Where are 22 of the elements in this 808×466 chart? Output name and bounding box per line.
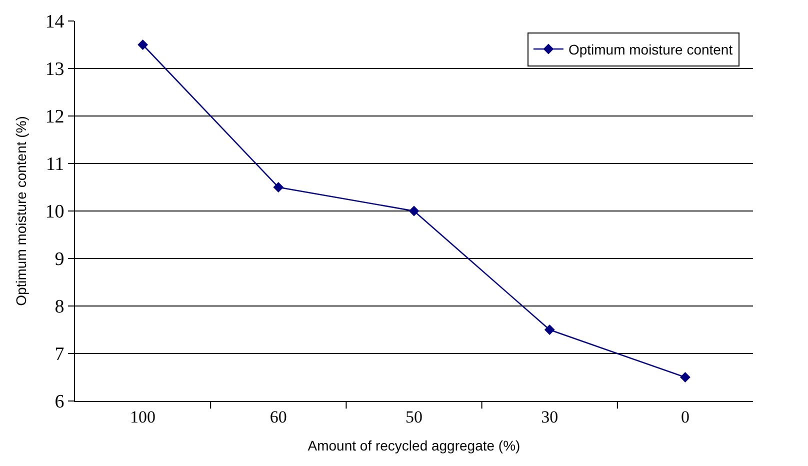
x-tick-label: 30 bbox=[541, 407, 558, 426]
legend-label: Optimum moisture content bbox=[568, 41, 733, 58]
x-tick-label: 100 bbox=[130, 407, 156, 426]
y-tick-label: 8 bbox=[54, 296, 64, 318]
y-tick-label: 10 bbox=[45, 202, 64, 223]
y-tick-label: 6 bbox=[54, 392, 64, 413]
x-tick-label: 0 bbox=[680, 407, 690, 426]
y-tick-label: 12 bbox=[45, 106, 64, 128]
y-tick-label: 14 bbox=[45, 12, 65, 33]
point bbox=[408, 206, 420, 216]
y-tick-label: 9 bbox=[54, 249, 64, 270]
x-axis-title: Amount of recycled aggregate (%) bbox=[308, 438, 520, 454]
y-tick-label: 7 bbox=[54, 344, 64, 366]
y-tick-label: 11 bbox=[46, 154, 64, 176]
point bbox=[544, 324, 555, 335]
point bbox=[680, 372, 690, 382]
point bbox=[138, 40, 148, 50]
y-axis-title: Optimum moisture content (%) bbox=[12, 116, 29, 306]
x-tick-label: 50 bbox=[406, 407, 422, 426]
y-tick-label: 13 bbox=[45, 59, 64, 80]
x-tick-label: 60 bbox=[270, 407, 287, 426]
point bbox=[273, 182, 284, 192]
